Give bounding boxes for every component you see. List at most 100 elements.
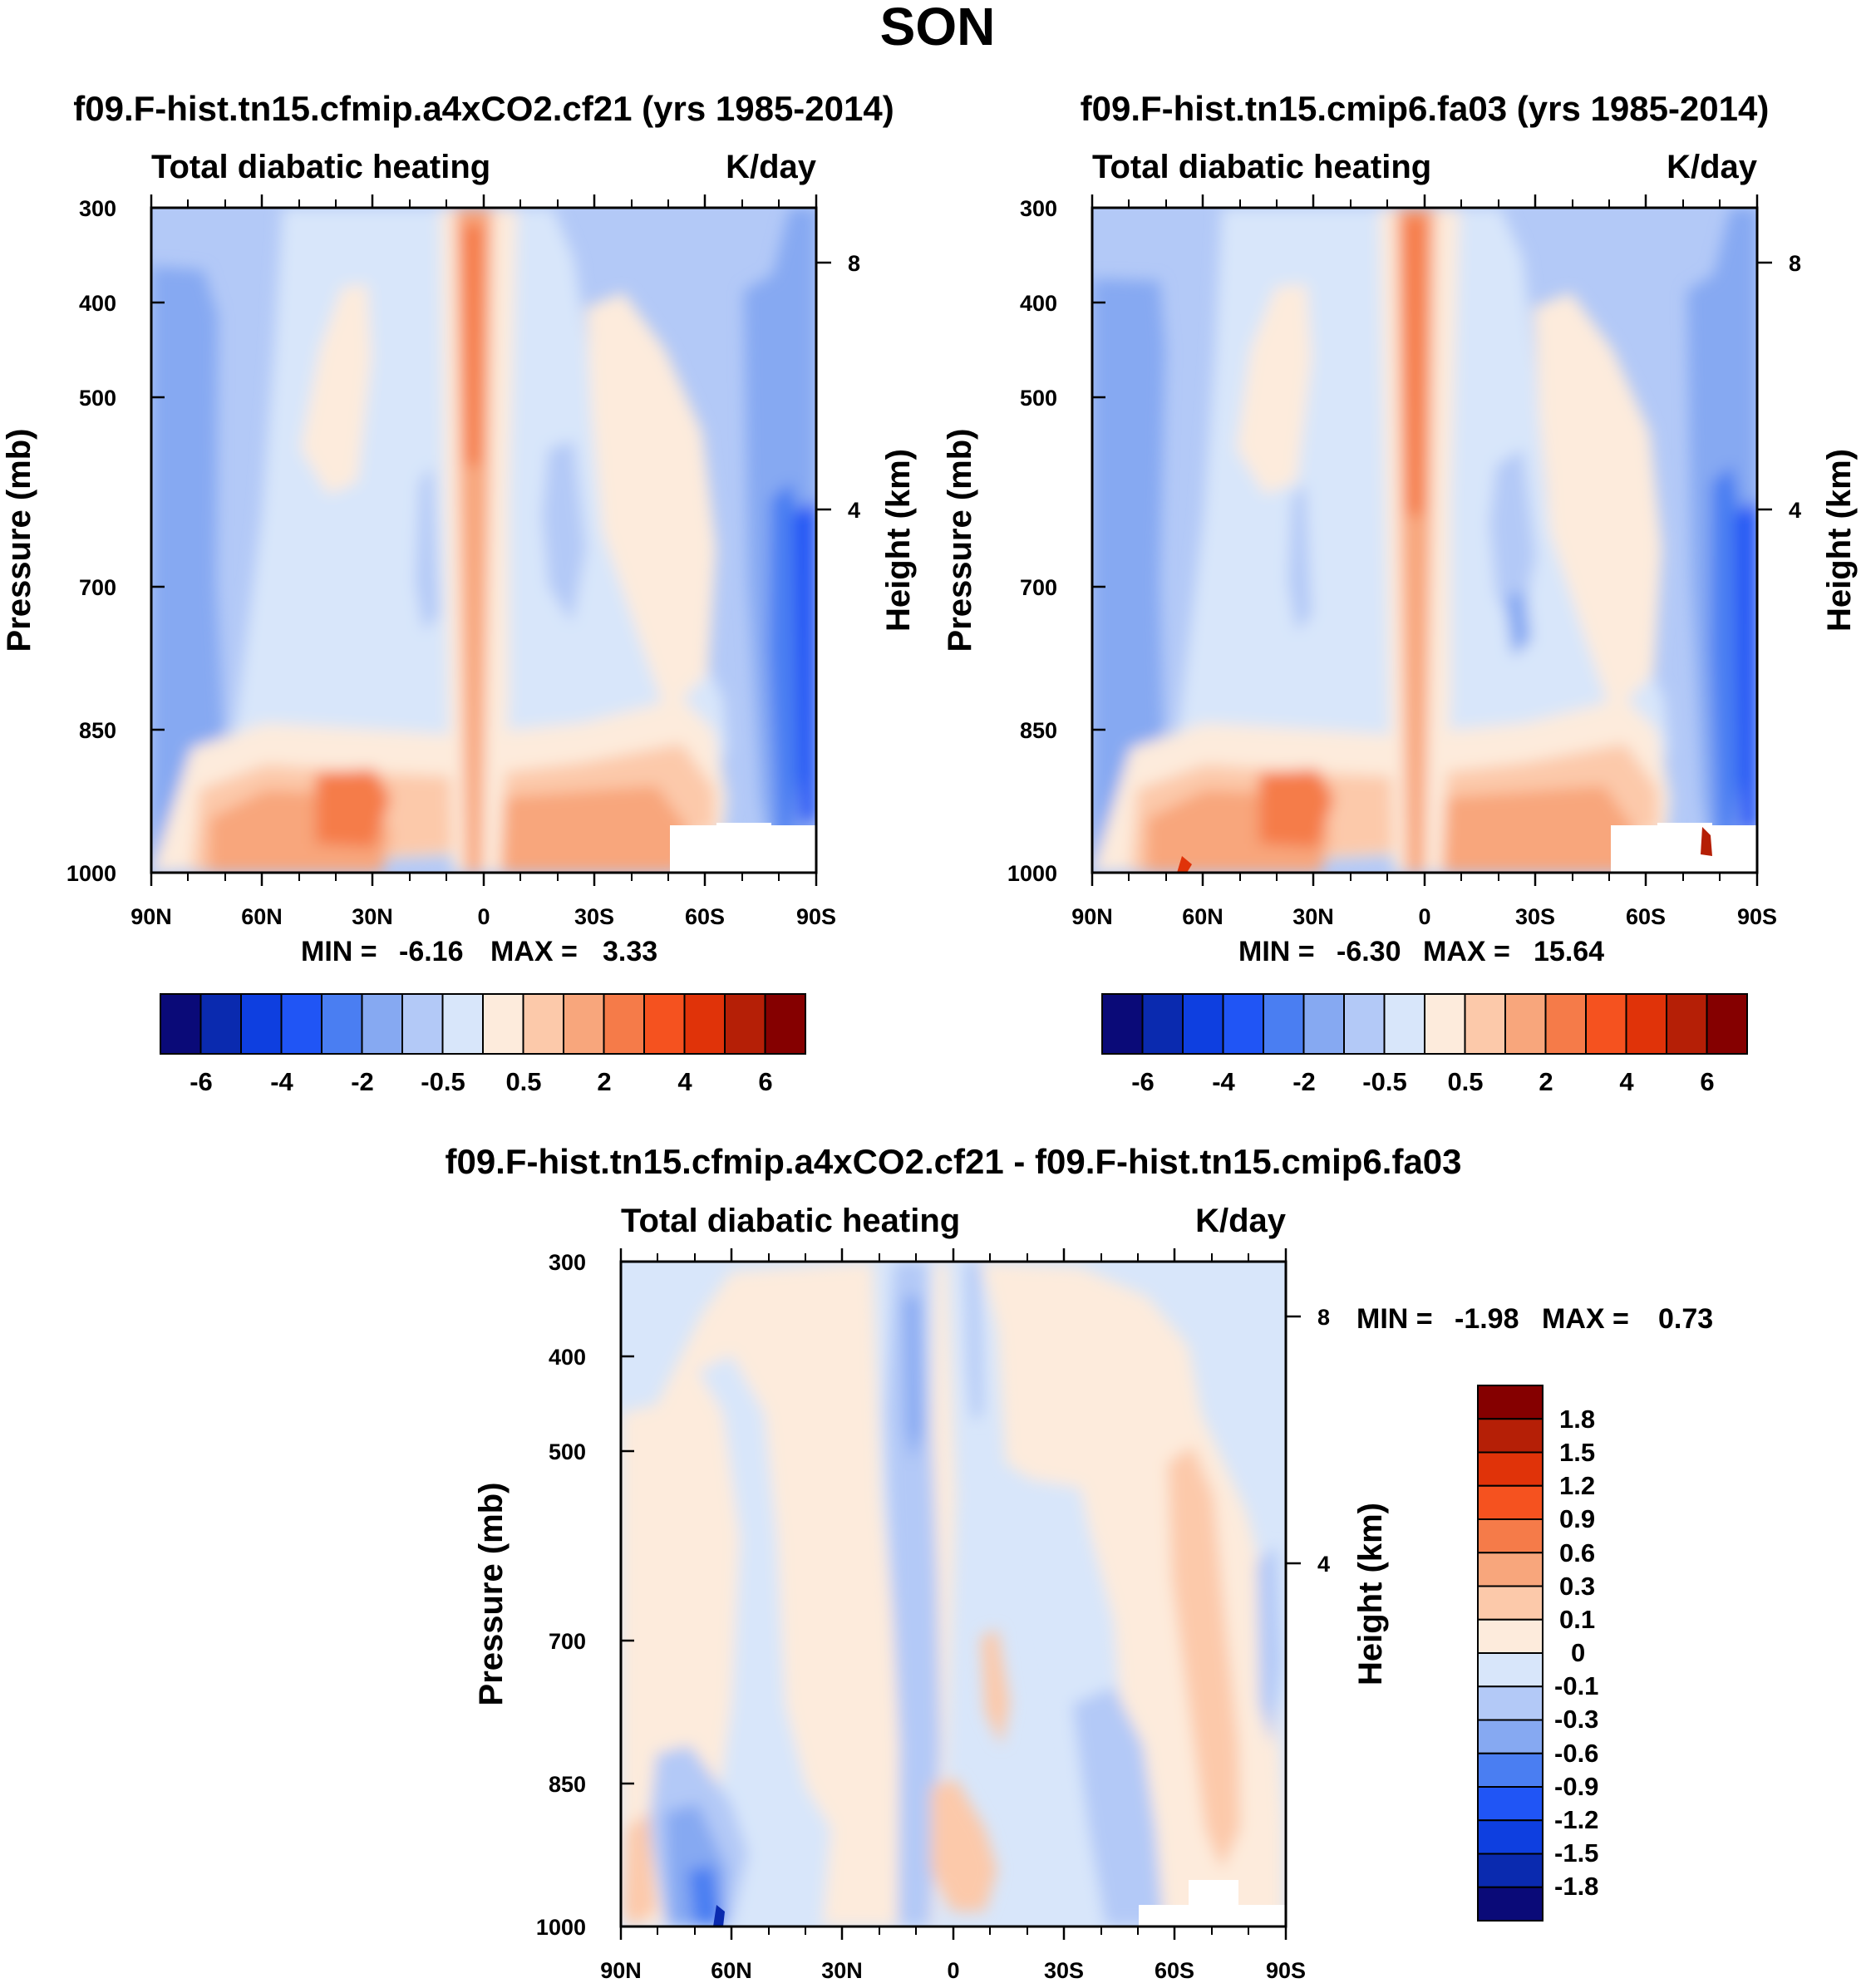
panel-3-cb-label: 0.6 (1559, 1538, 1595, 1567)
colorbar-swatch (1477, 1484, 1544, 1520)
panel-1-units: K/day (726, 149, 817, 185)
panel-2-cb-label: -2 (1292, 1067, 1316, 1096)
panel-1-cb-label: -6 (190, 1067, 213, 1096)
panel-3-cb-label: 1.5 (1559, 1438, 1595, 1467)
colorbar-swatch (1222, 993, 1264, 1055)
panel-1-cb-label: 4 (677, 1067, 692, 1096)
panel-2-ytick-300: 300 (1020, 196, 1057, 221)
colorbar-swatch (1477, 1819, 1544, 1855)
panel-1-max-label: MAX = (490, 936, 578, 967)
panel-1-cb-label: -2 (351, 1067, 374, 1096)
colorbar-swatch (160, 993, 202, 1055)
panel-1-y2tick-4: 4 (848, 498, 860, 523)
panel-1-xtick-eq: 0 (477, 904, 490, 929)
panel-1-cb-label: -0.5 (421, 1067, 465, 1096)
panel-3-xaxis: 90N 60N 30N 0 30S 60S 90S (600, 1248, 1306, 1983)
colorbar-swatch (240, 993, 283, 1055)
panel-2-xtick-60s: 60S (1626, 904, 1666, 929)
panel-1-yaxis: 300 400 500 700 850 1000 8 4 Pressure (m… (1, 196, 917, 886)
panel-2-min-value: -6.30 (1337, 936, 1401, 967)
panel-3-colorbar: 1.8 1.5 1.2 0.9 0.6 0.3 0.1 0 -0.1 -0.3 … (1477, 1385, 1598, 1922)
colorbar-swatch (1706, 993, 1748, 1055)
panel-3-cb-label: 0.3 (1559, 1572, 1595, 1601)
panel-3-ytick-400: 400 (549, 1345, 586, 1370)
panel-3-cb-label: 0 (1571, 1638, 1585, 1667)
colorbar-swatch (1477, 1451, 1544, 1487)
panel-1-min-label: MIN = (301, 936, 377, 967)
panel-3-cb-label: -1.2 (1554, 1805, 1598, 1834)
colorbar-swatch (1477, 1652, 1544, 1688)
colorbar-swatch (441, 993, 484, 1055)
panel-3-cb-label: -0.3 (1554, 1705, 1598, 1734)
panel-2-max-label: MAX = (1423, 936, 1510, 967)
panel-1-cb-label: 0.5 (505, 1067, 541, 1096)
colorbar-swatch (1141, 993, 1184, 1055)
panel-2-cb-label: 0.5 (1447, 1067, 1483, 1096)
panel-2-contour-field (1092, 208, 1757, 873)
colorbar-swatch (1464, 993, 1506, 1055)
panel-2-ytick-850: 850 (1020, 718, 1057, 743)
panel-3-minor-ticks (657, 1253, 1249, 1935)
panel-3-contour-field (621, 1262, 1286, 1926)
panel-1-xtick-90s: 90S (796, 904, 836, 929)
panel-1-colorbar: -6 -4 -2 -0.5 0.5 2 4 6 (160, 993, 806, 1096)
colorbar-swatch (643, 993, 686, 1055)
figure-title: SON (880, 0, 996, 57)
colorbar-swatch (1477, 1585, 1544, 1621)
panel-2-max-value: 15.64 (1534, 936, 1604, 967)
panel-3-cb-label: -0.9 (1554, 1772, 1598, 1801)
panel-3-xtick-30n: 30N (821, 1958, 863, 1983)
colorbar-swatch (724, 993, 766, 1055)
panel-2-colorbar: -6 -4 -2 -0.5 0.5 2 4 6 (1101, 993, 1748, 1096)
panel-3-xtick-eq: 0 (947, 1958, 959, 1983)
panel-2-xtick-60n: 60N (1182, 904, 1223, 929)
panel-1-cb-label: -4 (270, 1067, 293, 1096)
panel-1-y2tick-8: 8 (848, 251, 860, 276)
panel-2-y2tick-4: 4 (1789, 498, 1801, 523)
panel-3-ytick-300: 300 (549, 1250, 586, 1275)
panel-1-ytick-300: 300 (79, 196, 116, 221)
panel-2-cb-label: 4 (1619, 1067, 1634, 1096)
panel-1-min-value: -6.16 (399, 936, 464, 967)
panel-2-cb-label: -4 (1212, 1067, 1235, 1096)
panel-2-ytick-1000: 1000 (1007, 861, 1057, 886)
panel-1-ytick-700: 700 (79, 575, 116, 600)
panel-2-minor-ticks (1128, 199, 1721, 881)
colorbar-swatch (1625, 993, 1667, 1055)
colorbar-swatch (603, 993, 645, 1055)
colorbar-swatch (1666, 993, 1708, 1055)
panel-1-ytick-1000: 1000 (66, 861, 116, 886)
panel-3-cb-label: -0.1 (1554, 1671, 1598, 1700)
colorbar-swatch (482, 993, 524, 1055)
colorbar-swatch (199, 993, 242, 1055)
panel-3-xtick-60s: 60S (1155, 1958, 1194, 1983)
panel-1-ytick-850: 850 (79, 718, 116, 743)
panel-2-stats: MIN = -6.30 MAX = 15.64 (1238, 936, 1604, 967)
colorbar-swatch (1477, 1385, 1544, 1420)
panel-3-cb-label: 1.8 (1559, 1405, 1595, 1434)
panel-3-cb-label: -1.5 (1554, 1838, 1598, 1867)
panel-3-cb-label: 1.2 (1559, 1471, 1595, 1500)
panel-3-units: K/day (1195, 1203, 1287, 1239)
panel-1-xaxis: 90N 60N 30N 0 30S 60S 90S (130, 194, 836, 929)
panel-1-xtick-30s: 30S (574, 904, 614, 929)
panel-2-xtick-90s: 90S (1737, 904, 1777, 929)
panel-3-major-ticks (619, 1248, 1287, 1940)
panel-3-max-label: MAX = (1542, 1303, 1629, 1335)
colorbar-swatch (1477, 1618, 1544, 1654)
colorbar-swatch (1544, 993, 1587, 1055)
colorbar-swatch (361, 993, 403, 1055)
panel-2-left-label: Total diabatic heating (1092, 149, 1431, 185)
panel-2-major-ticks (1091, 194, 1759, 886)
panel-1-colorbar-swatches (160, 993, 806, 1055)
panel-1-xtick-90n: 90N (130, 904, 172, 929)
panel-1-xtick-30n: 30N (352, 904, 393, 929)
panel-3-xtick-90s: 90S (1266, 1958, 1306, 1983)
panel-1-cb-label: 2 (597, 1067, 611, 1096)
panel-2-colorbar-swatches (1101, 993, 1748, 1055)
panel-2-cb-label: 6 (1700, 1067, 1714, 1096)
colorbar-swatch (1383, 993, 1425, 1055)
panel-1-contour-field (151, 208, 816, 873)
panel-3-xtick-90n: 90N (600, 1958, 642, 1983)
colorbar-swatch (1477, 1752, 1544, 1788)
